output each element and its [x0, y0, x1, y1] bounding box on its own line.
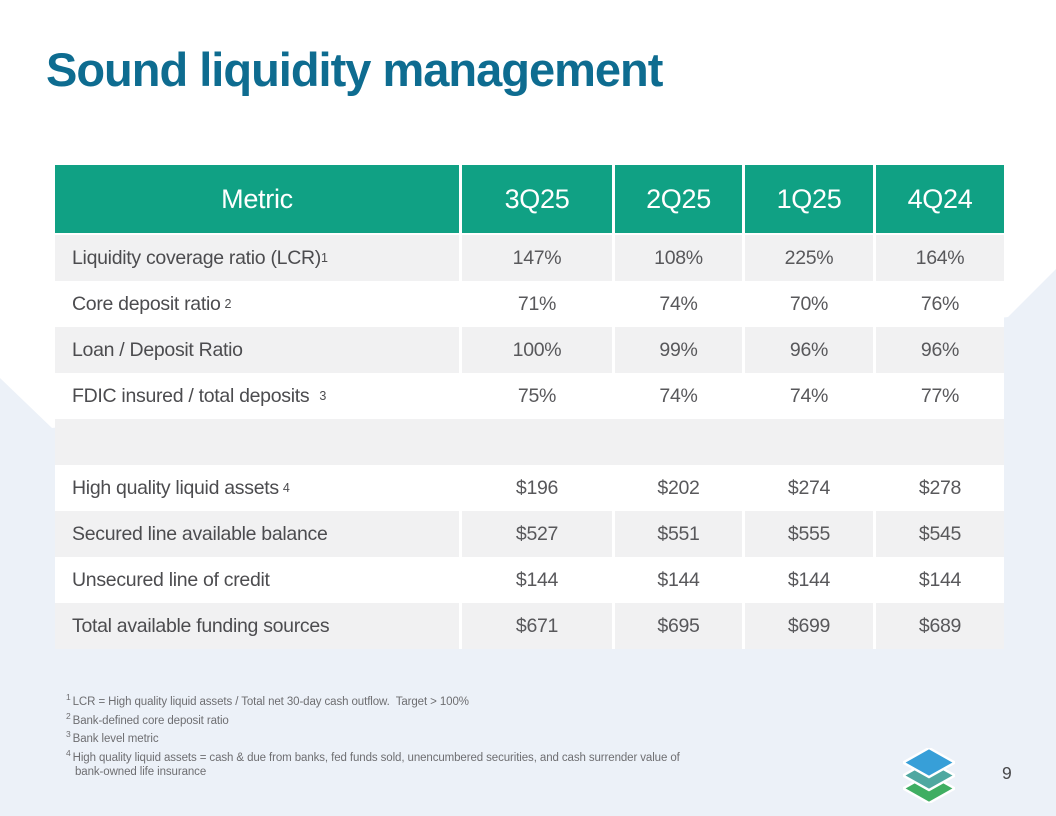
table-row: Core deposit ratio 2 71% 74% 70% 76% [55, 281, 1004, 327]
metric-text: Unsecured line of credit [72, 568, 270, 591]
metric-text: High quality liquid assets [72, 476, 279, 499]
footnotes-block: 1 LCR = High quality liquid assets / Tota… [66, 691, 690, 779]
table-row: Liquidity coverage ratio (LCR) 1 147% 108… [55, 235, 1004, 281]
value-cell: 96% [873, 327, 1004, 373]
footnote-text: Bank-defined core deposit ratio [72, 714, 229, 727]
header-cell-1q25: 1Q25 [742, 165, 873, 233]
value-cell: $202 [612, 465, 742, 511]
layers-logo-icon [901, 746, 957, 805]
metric-label: FDIC insured / total deposits 3 [55, 373, 459, 419]
footnote-1: 1 LCR = High quality liquid assets / Tota… [66, 691, 690, 710]
metric-text: Loan / Deposit Ratio [72, 338, 243, 361]
metric-label: Total available funding sources [55, 603, 459, 649]
metric-text: Core deposit ratio [72, 292, 221, 315]
value-cell: $555 [742, 511, 873, 557]
value-cell: $144 [873, 557, 1004, 603]
value-cell: 71% [459, 281, 612, 327]
header-cell-metric: Metric [55, 165, 459, 233]
value-cell: $699 [742, 603, 873, 649]
value-cell: $695 [612, 603, 742, 649]
value-cell: $527 [459, 511, 612, 557]
table-row: High quality liquid assets 4 $196 $202 $2… [55, 465, 1004, 511]
value-cell: 164% [873, 235, 1004, 281]
value-cell: $144 [742, 557, 873, 603]
table-row: Unsecured line of credit $144 $144 $144 … [55, 557, 1004, 603]
value-cell: 225% [742, 235, 873, 281]
table-spacer-row [55, 419, 1004, 465]
value-cell: 100% [459, 327, 612, 373]
metric-label: Core deposit ratio 2 [55, 281, 459, 327]
footnote-ref: 3 [66, 729, 71, 740]
value-cell: $274 [742, 465, 873, 511]
value-cell: 96% [742, 327, 873, 373]
header-cell-4q24: 4Q24 [873, 165, 1004, 233]
footnote-2: 2 Bank-defined core deposit ratio [66, 710, 690, 729]
footnote-text: High quality liquid assets = cash & due … [72, 751, 683, 778]
page-title: Sound liquidity management [46, 43, 663, 96]
metric-label: Liquidity coverage ratio (LCR) 1 [55, 235, 459, 281]
page-number: 9 [1002, 763, 1012, 783]
value-cell: 108% [612, 235, 742, 281]
value-cell: 77% [873, 373, 1004, 419]
logo-layer-top [901, 746, 957, 779]
metric-label: Secured line available balance [55, 511, 459, 557]
value-cell: $551 [612, 511, 742, 557]
header-cell-2q25: 2Q25 [612, 165, 742, 233]
metric-text: Secured line available balance [72, 522, 328, 545]
table-row: Loan / Deposit Ratio 100% 99% 96% 96% [55, 327, 1004, 373]
value-cell: 99% [612, 327, 742, 373]
value-cell: $278 [873, 465, 1004, 511]
metric-text: Liquidity coverage ratio (LCR) [72, 246, 321, 269]
table-header-row: Metric 3Q25 2Q25 1Q25 4Q24 [55, 165, 1004, 233]
footnote-4: 4 High quality liquid assets = cash & due… [66, 747, 690, 779]
footnote-ref: 4 [66, 747, 71, 758]
value-cell: 74% [742, 373, 873, 419]
footnote-text: Bank level metric [72, 733, 159, 746]
value-cell: $196 [459, 465, 612, 511]
table-row: Total available funding sources $671 $69… [55, 603, 1004, 649]
metric-label: High quality liquid assets 4 [55, 465, 459, 511]
value-cell: $689 [873, 603, 1004, 649]
value-cell: $545 [873, 511, 1004, 557]
metric-label: Loan / Deposit Ratio [55, 327, 459, 373]
liquidity-metrics-table: Metric 3Q25 2Q25 1Q25 4Q24 Liquidity cov… [55, 165, 1004, 649]
value-cell: 147% [459, 235, 612, 281]
value-cell: 70% [742, 281, 873, 327]
metric-text: Total available funding sources [72, 614, 330, 637]
footnote-ref: 1 [66, 692, 71, 702]
value-cell: 74% [612, 373, 742, 419]
table-row: FDIC insured / total deposits 3 75% 74% 7… [55, 373, 1004, 419]
value-cell: 76% [873, 281, 1004, 327]
footnote-ref: 2 [66, 710, 71, 721]
value-cell: $144 [459, 557, 612, 603]
footnote-text: LCR = High quality liquid assets / Total… [72, 695, 469, 708]
value-cell: 74% [612, 281, 742, 327]
table-row: Secured line available balance $527 $551… [55, 511, 1004, 557]
footnote-3: 3 Bank level metric [66, 728, 690, 747]
value-cell: $671 [459, 603, 612, 649]
metric-label: Unsecured line of credit [55, 557, 459, 603]
value-cell: $144 [612, 557, 742, 603]
value-cell: 75% [459, 373, 612, 419]
metric-text: FDIC insured / total deposits [72, 384, 310, 407]
header-cell-3q25: 3Q25 [459, 165, 612, 233]
